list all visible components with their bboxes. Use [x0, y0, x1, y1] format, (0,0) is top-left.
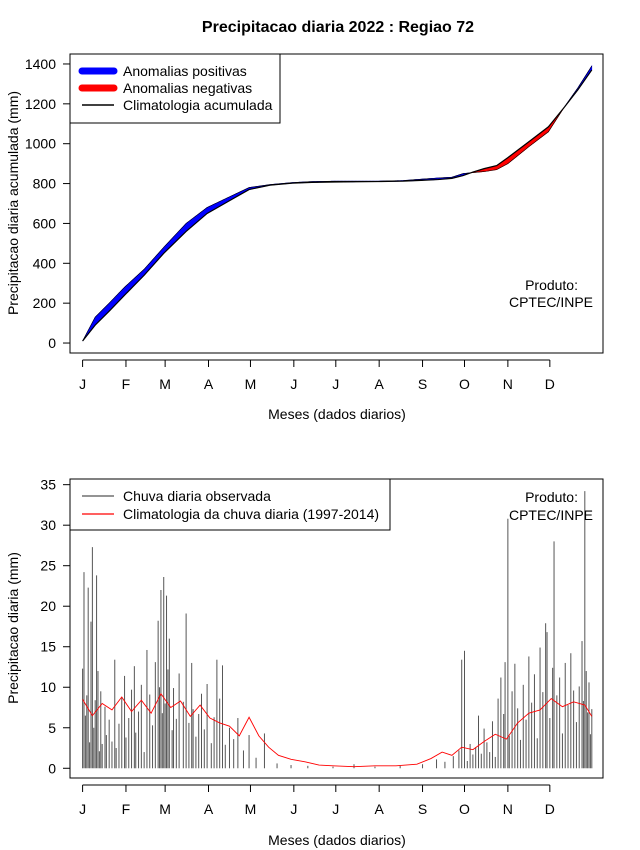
y-tick-label: 800 [33, 176, 57, 192]
y-tick-label: 0 [48, 335, 56, 351]
y-axis: 0 5 10 15 20 25 30 35 [40, 477, 70, 776]
producer-label: Produto: [525, 277, 578, 293]
y-tick-label: 1000 [25, 136, 56, 152]
y-axis-label: Precipitacao diaria (mm) [5, 552, 21, 704]
y-tick-label: 30 [40, 517, 56, 533]
y-tick-label: 35 [40, 477, 56, 493]
observed-rain-bars [82, 491, 593, 769]
legend-label-negative: Anomalias negativas [123, 80, 252, 96]
x-tick-label: D [545, 376, 555, 392]
climatology-cumulative-line [82, 69, 593, 342]
legend-label-observed: Chuva diaria observada [123, 488, 271, 504]
x-axis-label: Meses (dados diarios) [268, 406, 406, 422]
cumulative-chart: 0 200 400 600 800 1000 1200 1400 J F M A M J J A S O N D P… [5, 53, 604, 422]
y-tick-label: 600 [33, 215, 57, 231]
legend-label-climatology: Climatologia acumulada [123, 97, 273, 113]
x-tick-label: A [374, 801, 384, 817]
y-tick-label: 1200 [25, 96, 56, 112]
y-tick-label: 15 [40, 639, 56, 655]
x-tick-label: J [332, 376, 339, 392]
x-axis-label: Meses (dados diarios) [268, 832, 406, 848]
x-tick-label: M [159, 376, 171, 392]
figure-title: Precipitacao diaria 2022 : Regiao 72 [202, 19, 474, 36]
climatology-daily-line [82, 692, 593, 768]
y-tick-label: 10 [40, 679, 56, 695]
producer-name: CPTEC/INPE [509, 294, 593, 310]
x-tick-label: M [159, 801, 171, 817]
legend-label-positive: Anomalias positivas [123, 63, 247, 79]
x-tick-label: J [79, 801, 86, 817]
x-tick-label: O [459, 801, 470, 817]
legend-label-climatology: Climatologia da chuva diaria (1997-2014) [123, 506, 379, 522]
y-tick-label: 0 [48, 760, 56, 776]
legend-box [69, 478, 391, 531]
x-tick-label: F [122, 376, 131, 392]
y-axis: 0 200 400 600 800 1000 1200 1400 [25, 56, 70, 351]
daily-chart: 0 5 10 15 20 25 30 35 J F M A M J J A S O N D Precipitacao… [5, 477, 604, 848]
x-tick-label: A [204, 801, 214, 817]
x-tick-label: J [79, 376, 86, 392]
y-axis-label: Precipitacao diaria acumulada (mm) [5, 91, 21, 315]
x-tick-label: S [418, 801, 427, 817]
x-tick-label: N [503, 801, 513, 817]
y-tick-label: 400 [33, 255, 57, 271]
x-tick-label: J [290, 376, 297, 392]
legend: Anomalias positivas Anomalias negativas … [69, 53, 281, 124]
legend: Chuva diaria observada Climatologia da c… [69, 478, 391, 531]
x-tick-label: O [459, 376, 470, 392]
x-tick-label: M [245, 801, 257, 817]
producer-name: CPTEC/INPE [509, 507, 593, 523]
x-tick-label: J [290, 801, 297, 817]
x-tick-label: A [204, 376, 214, 392]
x-tick-label: M [245, 376, 257, 392]
producer-label: Produto: [525, 489, 578, 505]
y-tick-label: 200 [33, 295, 57, 311]
x-tick-label: A [374, 376, 384, 392]
x-tick-label: N [503, 376, 513, 392]
y-tick-label: 5 [48, 720, 56, 736]
x-tick-label: J [332, 801, 339, 817]
x-tick-label: D [545, 801, 555, 817]
x-tick-label: S [418, 376, 427, 392]
y-tick-label: 20 [40, 598, 56, 614]
x-tick-label: F [122, 801, 131, 817]
y-tick-label: 25 [40, 558, 56, 574]
plot-frame [69, 53, 604, 354]
y-tick-label: 1400 [25, 56, 56, 72]
